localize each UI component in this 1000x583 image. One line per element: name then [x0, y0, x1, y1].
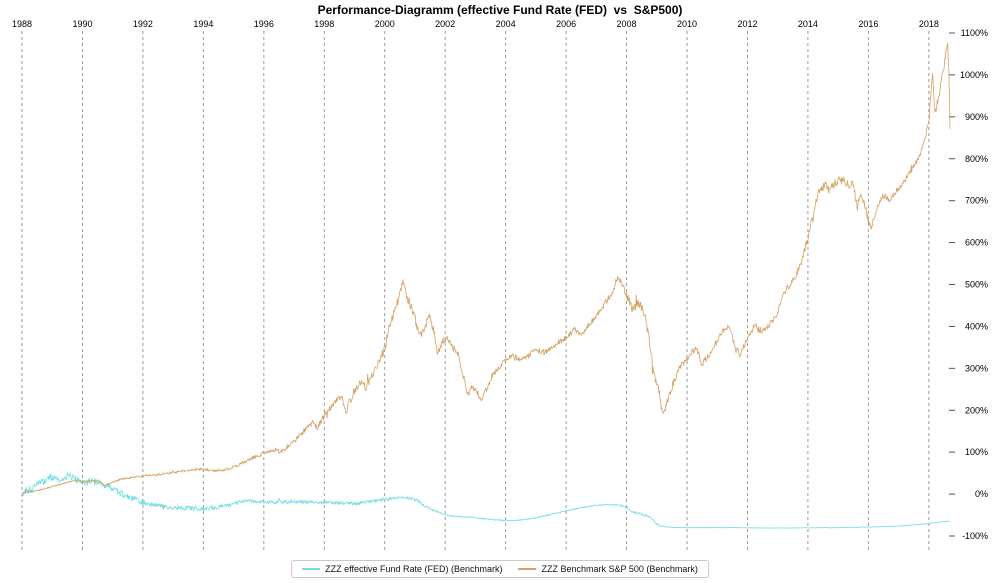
y-tick-label-400: 400%	[965, 321, 988, 331]
fed-line-swatch	[302, 568, 321, 570]
x-tick-label-2014: 2014	[798, 19, 818, 29]
x-tick-label-2008: 2008	[617, 19, 637, 29]
legend-item-fed: ZZZ effective Fund Rate (FED) (Benchmark…	[302, 564, 503, 574]
legend-label-fed: ZZZ effective Fund Rate (FED) (Benchmark…	[325, 564, 503, 574]
y-tick-label-300: 300%	[965, 363, 988, 373]
y-tick-label-600: 600%	[965, 238, 988, 248]
series-line-1	[21, 43, 951, 495]
chart-title: Performance-Diagramm (effective Fund Rat…	[317, 3, 683, 17]
x-tick-label-2010: 2010	[677, 19, 697, 29]
series-line-0	[21, 472, 951, 529]
x-tick-label-2012: 2012	[737, 19, 757, 29]
x-tick-label-2002: 2002	[435, 19, 455, 29]
x-tick-label-1994: 1994	[193, 19, 213, 29]
x-tick-label-2000: 2000	[375, 19, 395, 29]
y-tick-label-200: 200%	[965, 405, 988, 415]
legend-label-sp500: ZZZ Benchmark S&P 500 (Benchmark)	[541, 564, 698, 574]
x-tick-label-2006: 2006	[556, 19, 576, 29]
x-tick-label-2018: 2018	[919, 19, 939, 29]
y-tick-label-1100: 1100%	[961, 28, 988, 38]
y-tick-label-1000: 1000%	[960, 70, 988, 80]
y-tick-label-100: 100%	[965, 447, 988, 457]
x-tick-label-1996: 1996	[254, 19, 274, 29]
x-tick-label-2004: 2004	[496, 19, 516, 29]
y-tick-label-500: 500%	[965, 280, 988, 290]
x-tick-label-2016: 2016	[858, 19, 878, 29]
chart-legend: ZZZ effective Fund Rate (FED) (Benchmark…	[291, 560, 709, 578]
x-tick-label-1992: 1992	[133, 19, 153, 29]
sp500-line-swatch	[518, 568, 537, 570]
y-tick-label-700: 700%	[965, 196, 988, 206]
y-tick-label-800: 800%	[965, 154, 988, 164]
legend-item-sp500: ZZZ Benchmark S&P 500 (Benchmark)	[518, 564, 698, 574]
y-tick-label-900: 900%	[965, 112, 988, 122]
x-tick-label-1988: 1988	[12, 19, 32, 29]
y-tick-label--100: -100%	[962, 531, 988, 541]
y-tick-label-0: 0%	[975, 489, 988, 499]
x-tick-label-1998: 1998	[314, 19, 334, 29]
x-tick-label-1990: 1990	[72, 19, 92, 29]
